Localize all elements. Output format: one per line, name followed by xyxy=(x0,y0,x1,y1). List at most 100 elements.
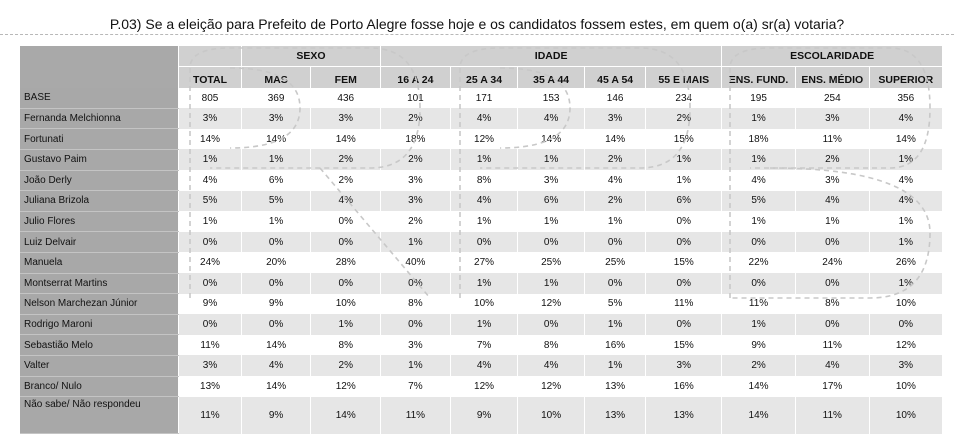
table-cell: 4% xyxy=(794,355,870,376)
table-cell: 24% xyxy=(794,252,870,274)
table-cell: 4% xyxy=(794,190,870,212)
row-label: Fortunati xyxy=(20,128,179,150)
table-cell: 15% xyxy=(645,252,722,274)
table-cell: 11% xyxy=(178,396,242,434)
table-cell: 1% xyxy=(449,211,518,232)
table-cell: 2% xyxy=(310,149,381,171)
table-row: João Derly 4% 6% 2% 3% 8% 3% 4% 1% 4% 3% 4% xyxy=(20,170,942,192)
table-cell: 3% xyxy=(517,170,585,191)
table-cell: 805 xyxy=(178,88,242,109)
table-cell: 2% xyxy=(310,170,381,191)
table-cell: 1% xyxy=(449,314,518,335)
table-cell: 6% xyxy=(645,190,722,212)
table-cell: 4% xyxy=(721,170,796,191)
table-cell: 14% xyxy=(868,128,942,150)
table-cell: 9% xyxy=(240,293,311,315)
table-row: Julio Flores 1% 1% 0% 2% 1% 1% 1% 0% 1% 1% 1% xyxy=(20,211,942,233)
column-header-35-44: 35 A 44 xyxy=(517,66,585,89)
table-row: Juliana Brizola 5% 5% 4% 3% 4% 6% 2% 6% 5% 4% 4% xyxy=(20,190,942,212)
table-cell: 0% xyxy=(178,273,242,294)
table-cell: 1% xyxy=(794,211,870,232)
table-cell: 4% xyxy=(449,355,518,376)
table-cell: 4% xyxy=(449,108,518,129)
table-cell: 5% xyxy=(178,190,242,212)
table-cell: 254 xyxy=(794,88,870,109)
table-cell: 14% xyxy=(583,128,646,150)
table-cell: 0% xyxy=(240,231,311,253)
table-cell: 1% xyxy=(721,211,796,232)
table-row: Nelson Marchezan Júnior 9% 9% 10% 8% 10% 12% 5%… xyxy=(20,293,942,315)
table-cell: 24% xyxy=(178,252,242,274)
table-cell: 25% xyxy=(583,252,646,274)
table-cell: 5% xyxy=(583,293,646,315)
row-label: BASE xyxy=(20,88,179,109)
table-cell: 9% xyxy=(449,396,518,434)
table-cell: 13% xyxy=(583,376,646,397)
table-cell: 1% xyxy=(583,211,646,232)
table-cell: 0% xyxy=(794,231,870,253)
group-header-total xyxy=(178,46,242,67)
table-cell: 18% xyxy=(380,128,451,150)
table-cell: 2% xyxy=(583,190,646,212)
column-header-45-54: 45 A 54 xyxy=(583,66,646,89)
table-cell: 12% xyxy=(449,376,518,397)
table-cell: 25% xyxy=(517,252,585,274)
table-cell: 0% xyxy=(310,231,381,253)
table-cell: 0% xyxy=(645,231,722,253)
row-label: Manuela xyxy=(20,252,179,274)
table-cell: 4% xyxy=(310,190,381,212)
table-cell: 2% xyxy=(721,355,796,376)
table-cell: 1% xyxy=(517,149,585,171)
table-cell: 0% xyxy=(178,314,242,335)
table-cell: 8% xyxy=(517,334,585,356)
table-cell: 0% xyxy=(645,314,722,335)
table-cell: 13% xyxy=(583,396,646,434)
column-header-16-24: 16 A 24 xyxy=(380,66,451,89)
row-label: Nelson Marchezan Júnior xyxy=(20,293,179,315)
table-cell: 1% xyxy=(868,149,942,171)
table-row: Gustavo Paim 1% 1% 2% 2% 1% 1% 2% 1% 1% 2% 1% xyxy=(20,149,942,171)
table-cell: 17% xyxy=(794,376,870,397)
table-cell: 11% xyxy=(178,334,242,356)
table-cell: 8% xyxy=(380,293,451,315)
table-cell: 13% xyxy=(178,376,242,397)
table-cell: 1% xyxy=(868,273,942,294)
table-cell: 234 xyxy=(645,88,722,109)
table-corner xyxy=(20,46,179,89)
table-cell: 10% xyxy=(310,293,381,315)
table-cell: 3% xyxy=(794,170,870,191)
table-row: BASE 805 369 436 101 171 153 146 234 195 254 356 xyxy=(20,88,942,109)
group-header-escolaridade: ESCOLARIDADE xyxy=(721,46,942,67)
question-title: P.03) Se a eleição para Prefeito de Port… xyxy=(109,16,845,32)
table-cell: 1% xyxy=(178,149,242,171)
table-cell: 2% xyxy=(380,149,451,171)
table-cell: 0% xyxy=(583,231,646,253)
table-cell: 11% xyxy=(645,293,722,315)
table-cell: 1% xyxy=(240,211,311,232)
table-cell: 0% xyxy=(517,314,585,335)
table-cell: 0% xyxy=(794,273,870,294)
table-cell: 40% xyxy=(380,252,451,274)
table-row: Luiz Delvair 0% 0% 0% 1% 0% 0% 0% 0% 0% 0% 1% xyxy=(20,231,942,253)
table-cell: 356 xyxy=(868,88,942,109)
row-label: Branco/ Nulo xyxy=(20,376,179,398)
table-cell: 4% xyxy=(868,190,942,212)
table-cell: 0% xyxy=(380,273,451,294)
table-cell: 1% xyxy=(583,355,646,376)
column-header-fem: FEM xyxy=(310,66,381,89)
table-cell: 3% xyxy=(380,170,451,191)
table-cell: 3% xyxy=(794,108,870,129)
table-cell: 5% xyxy=(721,190,796,212)
table-cell: 4% xyxy=(517,108,585,129)
table-row: Manuela 24% 20% 28% 40% 27% 25% 25% 15% 22% 24% 26% xyxy=(20,252,942,274)
table-cell: 3% xyxy=(868,355,942,376)
table-cell: 3% xyxy=(583,108,646,129)
table-cell: 369 xyxy=(240,88,311,109)
table-cell: 1% xyxy=(721,149,796,171)
table-cell: 16% xyxy=(645,376,722,397)
table-row: Montserrat Martins 0% 0% 0% 0% 1% 1% 0% 0% 0% 0% 1% xyxy=(20,273,942,295)
table-cell: 9% xyxy=(721,334,796,356)
table-cell: 1% xyxy=(645,170,722,191)
table-cell: 10% xyxy=(868,293,942,315)
column-header-55-mais: 55 E MAIS xyxy=(645,66,722,89)
